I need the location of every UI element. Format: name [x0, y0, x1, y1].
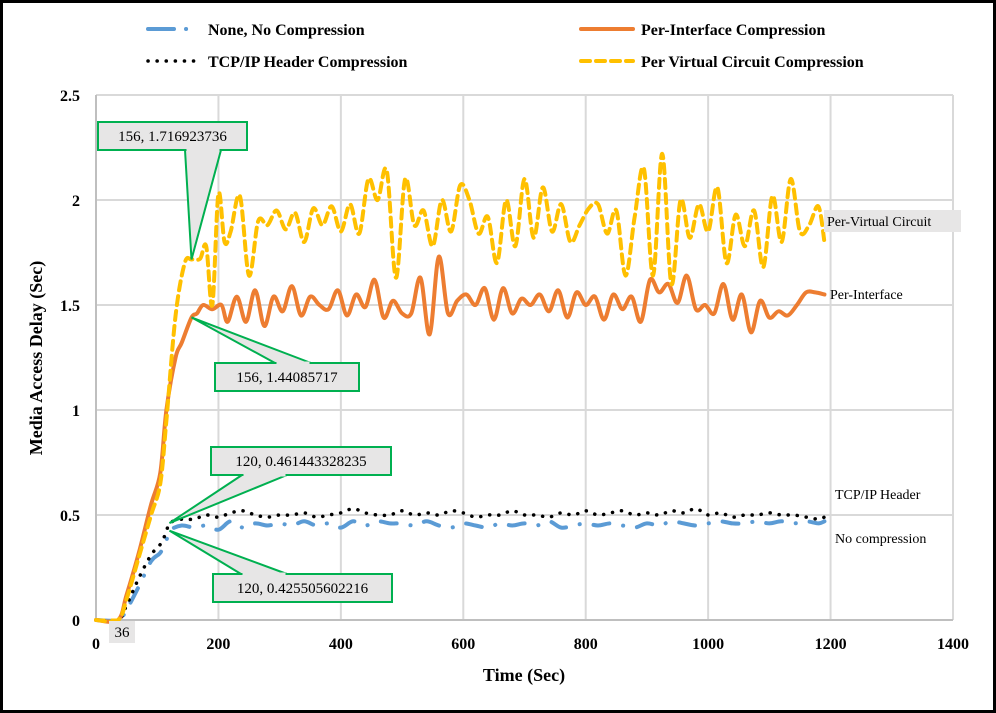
- y-tick-label: 2: [72, 193, 80, 210]
- series-end-label: No compression: [835, 532, 926, 547]
- legend-label: Per Virtual Circuit Compression: [641, 54, 864, 71]
- x-tick-label: 0: [92, 636, 100, 653]
- y-axis-title: Media Access Delay (Sec): [26, 261, 47, 455]
- x-tick-label: 800: [574, 636, 598, 653]
- x-tick-label: 1400: [937, 636, 969, 653]
- series-line-per-virtual-circuit-compression: [94, 151, 827, 624]
- x-tick-label: 400: [329, 636, 353, 653]
- legend-label: Per-Interface Compression: [641, 22, 825, 39]
- y-tick-label: 1.5: [60, 298, 80, 315]
- grid-lines: [95, 94, 954, 621]
- y-tick-label: 0.5: [60, 508, 80, 525]
- series-group: Per-Virtual Circuit Per-Interface TCP/IP H…: [94, 151, 961, 624]
- y-tick-label: 1: [72, 403, 80, 420]
- callouts: 156, 1.716923736 156, 1.44085717 120, 0.46…: [97, 121, 393, 643]
- callout-no-compression-text: 120, 0.425505602216: [237, 581, 369, 597]
- callout-virtual-circuit-box: [97, 121, 248, 151]
- series-end-label: Per-Interface: [830, 288, 903, 303]
- legend-item: Per-Interface Compression: [579, 22, 825, 39]
- series-end-label: TCP/IP Header: [835, 488, 921, 503]
- y-tick-label: 2.5: [60, 88, 80, 105]
- series-label-background: [824, 210, 961, 232]
- callout-36-box: [109, 621, 135, 643]
- x-tick-label: 1200: [815, 636, 847, 653]
- legend-item: Per Virtual Circuit Compression: [579, 54, 864, 71]
- series-line-per-interface-compression: [94, 254, 827, 624]
- callout-no-compression-pointer: [168, 529, 288, 575]
- x-tick-label: 1000: [692, 636, 724, 653]
- callout-per-interface-pointer: [191, 316, 312, 364]
- legend-label: None, No Compression: [208, 22, 365, 39]
- legend-label: TCP/IP Header Compression: [208, 54, 408, 71]
- axes: 0 200 400 600 800 1000 1200 1400 0 0.5 1 1.5 2 2.5: [60, 88, 969, 653]
- callout-per-interface-text: 156, 1.44085717: [236, 370, 338, 386]
- callout-no-compression-box: [212, 573, 393, 603]
- callout-virtual-circuit-text: 156, 1.716923736: [118, 129, 227, 145]
- series-line-none-no-compression: [94, 519, 827, 623]
- x-tick-label: 200: [206, 636, 230, 653]
- series-end-label: Per-Virtual Circuit: [827, 215, 931, 230]
- series-line-tcp-ip-header-compression: [94, 506, 827, 623]
- callout-tcpip-header-box: [210, 446, 392, 476]
- y-tick-label: 0: [72, 613, 80, 630]
- callout-36-text: 36: [115, 625, 131, 641]
- callout-tcpip-header-text: 120, 0.461443328235: [235, 454, 366, 470]
- legend-item: TCP/IP Header Compression: [146, 54, 408, 71]
- x-tick-label: 600: [451, 636, 475, 653]
- legend: None, No Compression TCP/IP Header Compre…: [146, 22, 864, 71]
- x-axis-title: Time (Sec): [483, 665, 565, 686]
- legend-item: None, No Compression: [146, 22, 365, 39]
